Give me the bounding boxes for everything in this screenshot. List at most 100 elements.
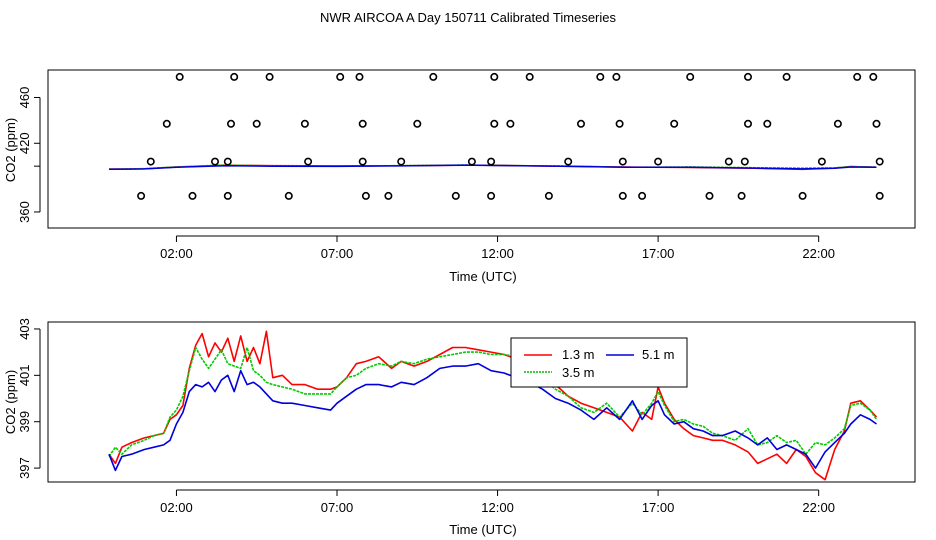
- scatter-point: [451, 191, 460, 200]
- scatter-point: [872, 119, 881, 128]
- scatter-point: [487, 157, 496, 166]
- x-tick-label: 12:00: [481, 500, 514, 515]
- scatter-point: [525, 72, 534, 81]
- scatter-point: [227, 119, 236, 128]
- y-tick-label: 460: [17, 87, 32, 109]
- scatter-point: [223, 157, 232, 166]
- scatter-point: [615, 119, 624, 128]
- scatter-point: [490, 72, 499, 81]
- scatter-point: [467, 157, 476, 166]
- legend-label-5-1m: 5.1 m: [642, 347, 675, 362]
- y-tick-label: 399: [17, 411, 32, 433]
- scatter-point: [705, 191, 714, 200]
- legend: 1.3 m 5.1 m 3.5 m: [510, 337, 688, 388]
- scatter-point: [397, 157, 406, 166]
- scatter-point: [654, 157, 663, 166]
- scatter-point: [490, 119, 499, 128]
- scatter-point: [358, 119, 367, 128]
- scatter-point: [817, 157, 826, 166]
- scatter-point: [740, 157, 749, 166]
- scatter-point: [638, 191, 647, 200]
- y-tick-label: 397: [17, 457, 32, 479]
- top-y-axis: 360 420 460: [17, 87, 41, 223]
- bottom-x-axis: 02:00 07:00 12:00 17:00 22:00: [160, 489, 835, 515]
- top-x-axis-label: Time (UTC): [449, 269, 516, 284]
- y-tick-label: 401: [17, 364, 32, 386]
- bottom-y-axis: 397 399 401 403: [17, 318, 41, 479]
- scatter-point: [300, 119, 309, 128]
- scatter-point: [223, 191, 232, 200]
- scatter-point: [175, 72, 184, 81]
- scatter-point: [252, 119, 261, 128]
- scatter-point: [743, 72, 752, 81]
- y-tick-label: 420: [17, 132, 32, 154]
- x-tick-label: 22:00: [802, 500, 835, 515]
- scatter-point: [361, 191, 370, 200]
- scatter-point: [429, 72, 438, 81]
- top-series-line-5-1-m: [108, 164, 877, 171]
- x-tick-label: 07:00: [321, 500, 354, 515]
- scatter-point: [798, 191, 807, 200]
- scatter-point: [506, 119, 515, 128]
- scatter-point: [618, 191, 627, 200]
- scatter-point: [833, 119, 842, 128]
- top-y-axis-label: CO2 (ppm): [3, 118, 18, 182]
- scatter-point: [724, 157, 733, 166]
- scatter-point: [265, 72, 274, 81]
- top-series-lines: [108, 164, 877, 171]
- bottom-series-line-3-5-m: [108, 346, 878, 457]
- x-tick-label: 17:00: [642, 246, 675, 261]
- scatter-point: [544, 191, 553, 200]
- legend-box: [510, 337, 688, 388]
- x-tick-label: 17:00: [642, 500, 675, 515]
- x-tick-label: 02:00: [160, 500, 193, 515]
- top-panel: 02:00 07:00 12:00 17:00 22:00 360 420 460 Time…: [3, 69, 916, 284]
- scatter-point: [875, 157, 884, 166]
- top-plot-frame: [47, 69, 916, 229]
- bottom-series-line-1-3-m: [108, 330, 878, 481]
- scatter-point: [413, 119, 422, 128]
- chart-title: NWR AIRCOA A Day 150711 Calibrated Times…: [320, 10, 616, 25]
- scatter-point: [612, 72, 621, 81]
- scatter-point: [487, 191, 496, 200]
- scatter-point: [384, 191, 393, 200]
- bottom-series-line-5-1-m: [108, 362, 877, 472]
- scatter-point: [162, 119, 171, 128]
- scatter-point: [564, 157, 573, 166]
- scatter-point: [211, 157, 220, 166]
- bottom-plot-frame: [47, 321, 916, 483]
- scatter-point: [355, 72, 364, 81]
- legend-label-3-5m: 3.5 m: [562, 365, 595, 380]
- y-tick-label: 360: [17, 201, 32, 223]
- scatter-point: [869, 72, 878, 81]
- legend-label-1-3m: 1.3 m: [562, 347, 595, 362]
- scatter-point: [853, 72, 862, 81]
- x-tick-label: 07:00: [321, 246, 354, 261]
- scatter-point: [763, 119, 772, 128]
- bottom-y-axis-label: CO2 (ppm): [3, 370, 18, 434]
- x-tick-label: 22:00: [802, 246, 835, 261]
- y-tick-label: 403: [17, 318, 32, 340]
- scatter-point: [596, 72, 605, 81]
- top-scatter-points: [137, 72, 884, 200]
- scatter-point: [304, 157, 313, 166]
- scatter-point: [618, 157, 627, 166]
- bottom-series-lines: [108, 330, 878, 481]
- scatter-point: [358, 157, 367, 166]
- scatter-point: [686, 72, 695, 81]
- bottom-panel: 02:00 07:00 12:00 17:00 22:00 397 399 401 403 T…: [3, 318, 916, 537]
- x-tick-label: 12:00: [481, 246, 514, 261]
- scatter-point: [146, 157, 155, 166]
- scatter-point: [230, 72, 239, 81]
- scatter-point: [875, 191, 884, 200]
- top-x-axis: 02:00 07:00 12:00 17:00 22:00: [160, 235, 835, 261]
- scatter-point: [336, 72, 345, 81]
- scatter-point: [576, 119, 585, 128]
- scatter-point: [284, 191, 293, 200]
- scatter-point: [670, 119, 679, 128]
- x-tick-label: 02:00: [160, 246, 193, 261]
- scatter-point: [782, 72, 791, 81]
- scatter-point: [737, 191, 746, 200]
- scatter-point: [137, 191, 146, 200]
